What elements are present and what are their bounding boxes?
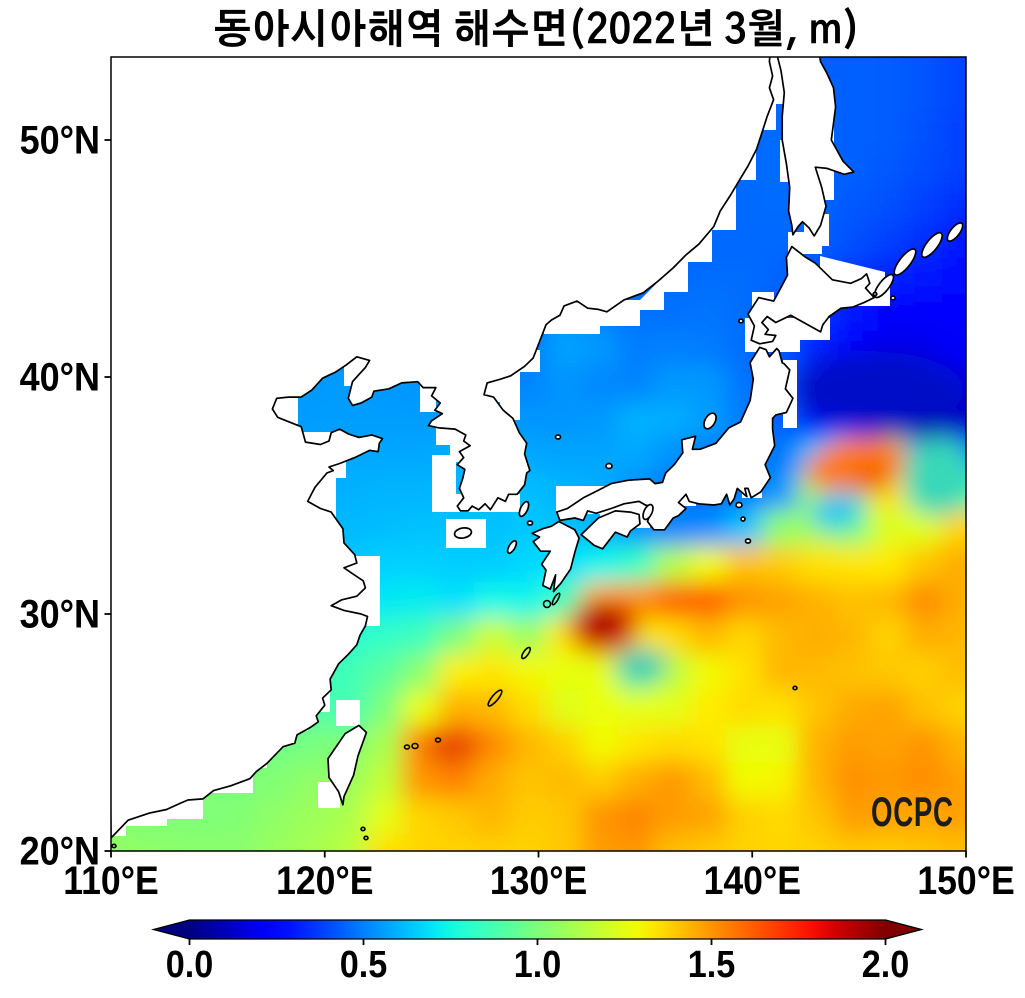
svg-text:110°E: 110°E — [63, 859, 158, 903]
svg-text:0.5: 0.5 — [340, 942, 388, 985]
svg-text:0.0: 0.0 — [166, 942, 214, 985]
svg-text:2.0: 2.0 — [862, 942, 910, 985]
svg-text:1.0: 1.0 — [514, 942, 562, 985]
svg-text:140°E: 140°E — [704, 859, 801, 903]
svg-text:30°N: 30°N — [20, 593, 100, 637]
svg-text:40°N: 40°N — [20, 356, 100, 400]
svg-text:OCPC: OCPC — [871, 788, 954, 835]
svg-text:50°N: 50°N — [20, 119, 100, 163]
svg-text:20°N: 20°N — [20, 830, 100, 874]
svg-text:1.5: 1.5 — [688, 942, 736, 985]
svg-text:150°E: 150°E — [917, 859, 1014, 903]
svg-text:130°E: 130°E — [490, 859, 587, 903]
svg-text:120°E: 120°E — [276, 859, 373, 903]
